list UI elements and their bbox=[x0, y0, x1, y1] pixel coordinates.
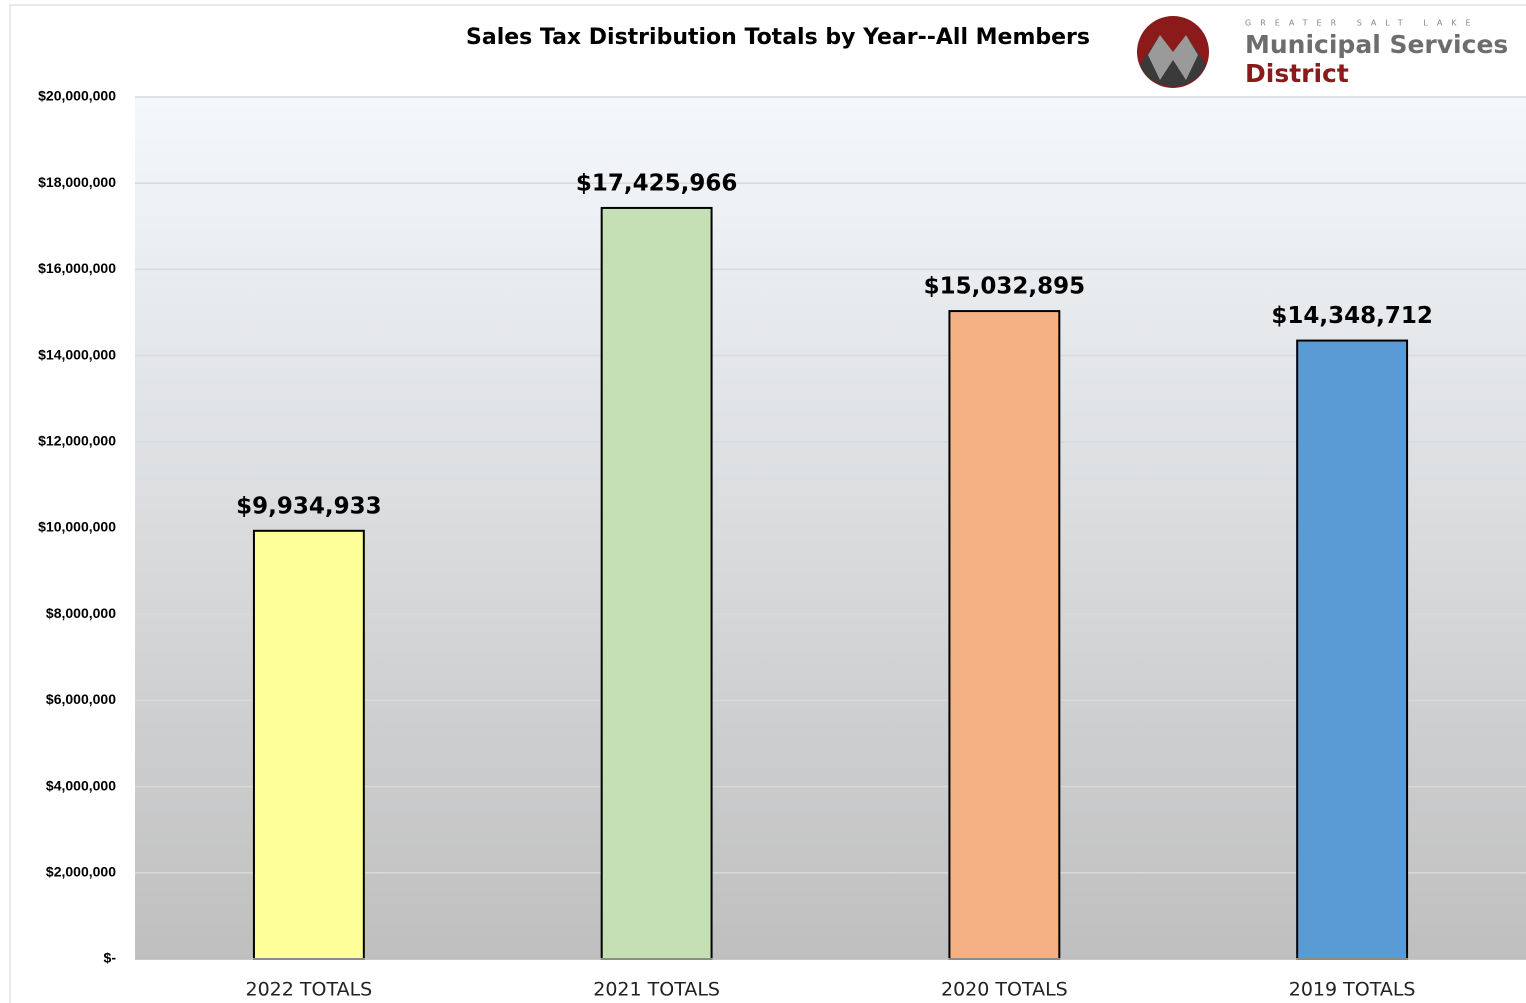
y-tick-label: $12,000,000 bbox=[38, 433, 116, 449]
x-tick-label: 2020 TOTALS bbox=[941, 979, 1068, 1001]
logo-line2: District bbox=[1245, 59, 1349, 88]
chart-title: Sales Tax Distribution Totals by Year--A… bbox=[466, 25, 1090, 50]
bar bbox=[252, 529, 365, 960]
logo-tagline: GREATER SALT LAKE bbox=[1245, 19, 1480, 28]
y-tick-label: $10,000,000 bbox=[38, 519, 116, 535]
value-label: $9,934,933 bbox=[236, 493, 382, 519]
value-label: $15,032,895 bbox=[924, 274, 1086, 300]
y-tick-label: $16,000,000 bbox=[38, 260, 116, 276]
logo: GREATER SALT LAKE Municipal Services Dis… bbox=[1137, 16, 1508, 88]
y-tick-label: $8,000,000 bbox=[46, 605, 116, 621]
y-tick-label: $18,000,000 bbox=[38, 174, 116, 190]
bar bbox=[1296, 339, 1409, 961]
logo-peak bbox=[1148, 35, 1198, 80]
bar bbox=[600, 206, 713, 961]
value-label: $17,425,966 bbox=[576, 170, 738, 196]
y-tick-label: $- bbox=[104, 950, 117, 966]
bar bbox=[948, 310, 1061, 960]
x-tick-label: 2022 TOTALS bbox=[246, 979, 373, 1001]
y-tick-label: $2,000,000 bbox=[46, 864, 116, 880]
y-tick-label: $4,000,000 bbox=[46, 777, 116, 793]
x-tick-label: 2019 TOTALS bbox=[1289, 979, 1416, 1001]
logo-line1: Municipal Services bbox=[1245, 30, 1508, 59]
x-tick-label: 2021 TOTALS bbox=[593, 979, 720, 1001]
y-tick-label: $6,000,000 bbox=[46, 691, 116, 707]
y-tick-label: $14,000,000 bbox=[38, 346, 116, 362]
y-tick-label: $20,000,000 bbox=[38, 88, 116, 104]
value-label: $14,348,712 bbox=[1271, 303, 1433, 329]
